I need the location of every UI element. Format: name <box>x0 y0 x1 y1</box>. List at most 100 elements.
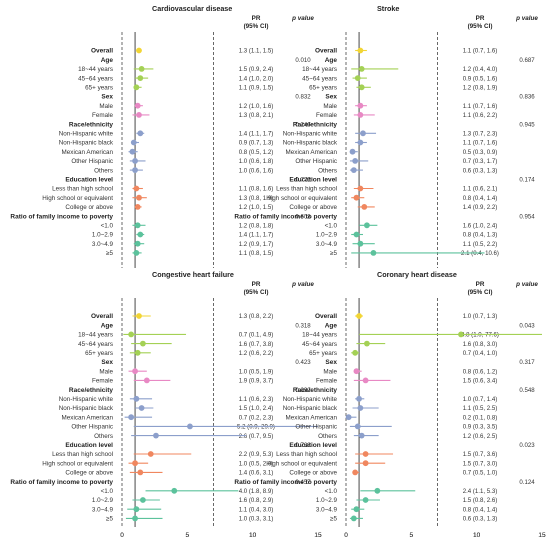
point-estimate <box>133 185 140 192</box>
row-label: 18~44 years <box>302 66 337 73</box>
p-value: 0.092 <box>295 387 311 394</box>
point-estimate <box>136 112 142 118</box>
row-label: Overall <box>315 48 337 55</box>
point-estimate <box>137 75 144 81</box>
x-tick-label: 0 <box>344 532 348 539</box>
row-label: Female <box>92 378 113 385</box>
row-label: Other Hispanic <box>71 424 113 431</box>
panel-title: Cardiovascular disease <box>152 4 232 13</box>
point-estimate <box>350 515 357 522</box>
point-estimate <box>357 102 364 109</box>
p-value: 0.775 <box>295 177 311 184</box>
row-label: Overall <box>91 313 113 320</box>
row-label: 1.0~2.9 <box>92 497 114 504</box>
row-label: Female <box>92 112 113 119</box>
row-label: Non-Hispanic black <box>283 405 338 412</box>
point-estimate <box>362 497 369 503</box>
row-label: Sex <box>325 94 337 101</box>
pr-ci-value: 1.2 (0.6, 2.5) <box>463 433 498 440</box>
p-value: 0.768 <box>295 442 311 449</box>
pr-header: PR <box>476 15 485 22</box>
pr-ci-value: 0.5 (0.3, 0.9) <box>463 149 498 156</box>
row-label: Non-Hispanic white <box>283 396 338 403</box>
p-value: 0.945 <box>519 121 535 128</box>
row-label: Male <box>99 103 113 110</box>
pr-ci-value: 1.6 (0.8, 2.9) <box>239 497 274 504</box>
row-label: <1.0 <box>325 223 338 230</box>
pr-ci-value: 1.4 (1.1, 1.7) <box>239 131 274 138</box>
pr-ci-value: 1.9 (0.9, 3.7) <box>239 378 274 385</box>
point-estimate <box>171 487 178 494</box>
row-label: 65+ years <box>309 85 337 92</box>
row-label: ≥5 <box>330 250 337 257</box>
pr-ci-value: 0.7 (0.2, 2.3) <box>239 414 274 421</box>
x-tick-label: 10 <box>249 532 257 539</box>
point-estimate <box>354 423 361 430</box>
p-value-header: p value <box>291 15 314 22</box>
row-label: High school or equivalent <box>266 195 337 202</box>
row-label: Mexican American <box>286 414 338 421</box>
point-estimate <box>143 377 150 384</box>
pr-ci-value: 0.8 (0.4, 1.4) <box>463 506 498 513</box>
row-label: Ratio of family income to poverty <box>10 479 113 486</box>
x-tick-label: 5 <box>410 532 414 539</box>
point-estimate <box>134 349 141 356</box>
p-value: 0.317 <box>519 359 535 366</box>
row-label: Sex <box>101 359 113 366</box>
pr-ci-value: 1.0 (0.5, 1.9) <box>239 368 274 375</box>
pr-ci-value: 0.9 (0.7, 1.3) <box>239 140 274 147</box>
point-estimate <box>132 515 138 522</box>
row-label: Race/ethnicity <box>293 387 337 394</box>
point-estimate <box>370 250 377 256</box>
point-estimate <box>362 451 369 457</box>
pr-ci-value: 1.0 (0.5, 2.0) <box>239 460 274 467</box>
pr-ci-value: 1.3 (0.8, 1.9) <box>239 195 274 202</box>
point-estimate <box>134 102 141 109</box>
pr-ci-value: 1.3 (0.7, 2.3) <box>463 131 498 138</box>
pr-ci-value: 1.1 (0.8, 1.6) <box>239 186 274 193</box>
row-label: Age <box>325 57 338 64</box>
x-tick-label: 15 <box>538 532 546 539</box>
point-estimate <box>138 66 145 72</box>
pr-ci-value: 1.5 (0.9, 2.4) <box>239 66 274 73</box>
point-estimate <box>357 240 364 247</box>
point-estimate <box>137 130 144 137</box>
point-estimate <box>352 349 359 356</box>
row-label: Others <box>94 433 113 440</box>
row-label: Non-Hispanic white <box>59 396 114 403</box>
row-label: Others <box>318 167 337 174</box>
p-value: 0.246 <box>295 121 311 128</box>
row-label: 45~64 years <box>78 75 113 82</box>
row-label: 1.0~2.9 <box>316 497 338 504</box>
pr-ci-value: 0.6 (0.3, 1.3) <box>463 167 498 174</box>
pr-ci-value: 1.6 (0.7, 3.8) <box>239 341 274 348</box>
row-label: Others <box>94 167 113 174</box>
pr-ci-value: 1.4 (0.6, 3.1) <box>239 470 274 477</box>
pr-ci-value: 2.6 (0.7, 9.5) <box>239 433 274 440</box>
row-label: 45~64 years <box>78 341 113 348</box>
row-label: 3.0~4.9 <box>316 506 338 513</box>
point-estimate <box>350 167 357 174</box>
pr-header: PR <box>252 15 261 22</box>
pr-ci-value: 0.8 (0.4, 1.3) <box>463 232 498 239</box>
pr-ci-value: 2.2 (0.9, 5.3) <box>239 451 274 458</box>
row-label: Education level <box>289 177 337 184</box>
pr-ci-value: 1.1 (0.6, 2.1) <box>463 186 498 193</box>
point-estimate <box>129 148 136 155</box>
pr-ci-value: 0.7 (0.3, 1.7) <box>463 158 498 165</box>
row-label: 3.0~4.9 <box>92 241 114 248</box>
row-label: Sex <box>101 94 113 101</box>
point-estimate <box>361 204 368 210</box>
point-estimate <box>357 112 364 118</box>
point-estimate <box>358 66 365 72</box>
row-label: Non-Hispanic black <box>59 140 114 147</box>
p-value: 0.687 <box>519 57 535 64</box>
point-estimate <box>353 231 360 238</box>
point-estimate <box>132 158 138 164</box>
row-label: 65+ years <box>85 85 113 92</box>
x-tick-label: 15 <box>314 532 322 539</box>
pr-ci-value: 1.4 (0.9, 2.2) <box>463 204 498 211</box>
pr-ci-value: 0.9 (0.5, 1.6) <box>463 75 498 82</box>
